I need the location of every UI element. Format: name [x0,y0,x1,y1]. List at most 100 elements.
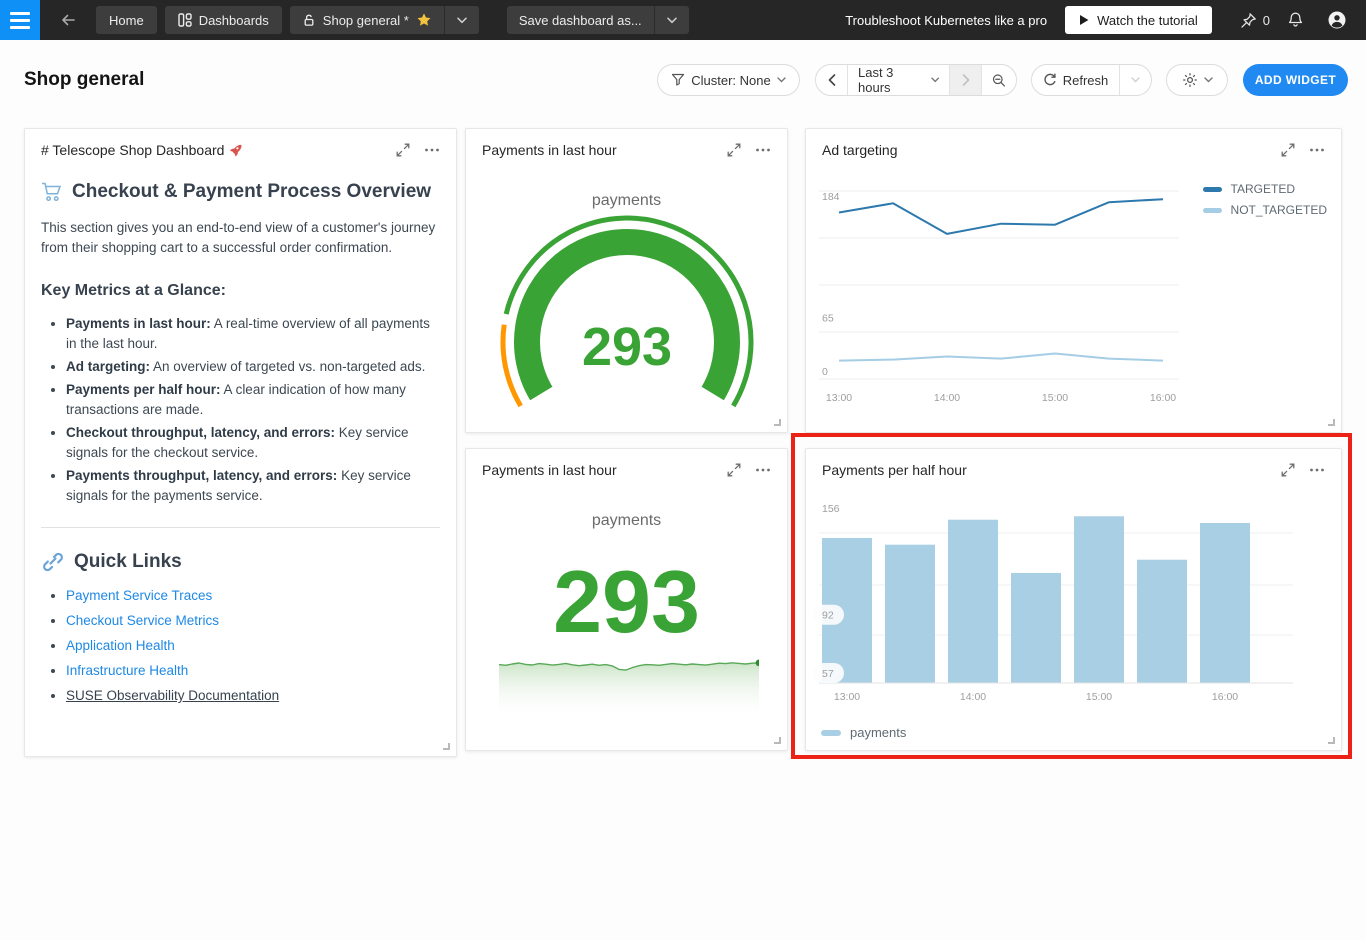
svg-text:15:00: 15:00 [1042,392,1068,404]
link-application-health[interactable]: Application Health [66,638,175,653]
list-item: Checkout throughput, latency, and errors… [66,423,440,463]
link-checkout-service-metrics[interactable]: Checkout Service Metrics [66,613,219,628]
widget-resize-handle[interactable] [1328,737,1335,744]
nav-dashboards-button[interactable]: Dashboards [165,6,282,34]
favorite-star-icon[interactable] [416,12,432,28]
legend-item[interactable]: NOT_TARGETED [1203,203,1327,217]
list-item: SUSE Observability Documentation [66,688,440,704]
legend-swatch [821,730,841,736]
chevron-down-icon [1131,77,1140,83]
metric-name: payments [466,512,787,530]
chevron-down-icon [1204,77,1213,83]
nav-home-button[interactable]: Home [96,6,157,34]
time-zoom-out-button[interactable] [982,65,1016,95]
pin-icon [1240,12,1257,29]
time-range-next-button[interactable] [950,65,981,95]
list-item: Payments throughput, latency, and errors… [66,466,440,506]
pinned-items-button[interactable]: 0 [1240,12,1270,29]
expand-widget-icon[interactable] [727,463,741,477]
watch-tutorial-button[interactable]: Watch the tutorial [1065,6,1212,34]
chart-legend[interactable]: TARGETED NOT_TARGETED [1203,182,1327,217]
time-range-selector[interactable]: Last 3 hours [848,65,949,95]
refresh-button[interactable]: Refresh [1032,65,1119,95]
promo-text: Troubleshoot Kubernetes like a pro [845,13,1047,28]
widget-title: # Telescope Shop Dashboard [41,142,396,158]
list-item: Ad targeting: An overview of targeted vs… [66,357,440,377]
widget-resize-handle[interactable] [774,737,781,744]
dashboard-settings-button[interactable] [1166,64,1228,96]
svg-text:16:00: 16:00 [1212,691,1238,703]
notifications-button[interactable] [1278,0,1312,40]
expand-widget-icon[interactable] [396,143,410,157]
legend-item[interactable]: TARGETED [1203,182,1327,196]
time-range-control: Last 3 hours [815,64,1017,96]
cluster-filter-button[interactable]: Cluster: None [657,64,800,96]
nav-current-dashboard-label: Shop general * [323,13,409,28]
chain-link-icon [41,551,65,573]
expand-widget-icon[interactable] [1281,463,1295,477]
metrics-heading: Key Metrics at a Glance: [41,282,440,300]
expand-widget-icon[interactable] [1281,143,1295,157]
save-dashboard-group: Save dashboard as... [507,6,689,34]
svg-text:57: 57 [822,668,834,680]
chart-legend[interactable]: payments [821,725,906,740]
rocket-icon [228,144,243,157]
page-title: Shop general [24,69,144,91]
widget-menu-icon[interactable] [1309,463,1325,477]
payments-bar-chart[interactable]: 156925713:0014:0015:0016:00 [806,489,1343,714]
widget-title: Payments in last hour [482,462,727,478]
refresh-options-chevron[interactable] [1120,65,1151,95]
cluster-filter-label: Cluster: None [691,73,770,88]
save-dashboard-as-button[interactable]: Save dashboard as... [507,6,654,34]
back-arrow-icon [60,12,76,28]
svg-text:92: 92 [822,610,834,622]
svg-text:13:00: 13:00 [826,392,852,404]
refresh-icon [1043,73,1057,87]
widget-resize-handle[interactable] [1328,419,1335,426]
account-button[interactable] [1320,0,1354,40]
avatar-icon [1327,10,1347,30]
svg-text:65: 65 [822,313,834,325]
link-infrastructure-health[interactable]: Infrastructure Health [66,663,188,678]
markdown-widget: # Telescope Shop Dashboard Checkout & Pa… [24,128,457,757]
svg-text:156: 156 [822,503,840,515]
nav-dashboard-menu-chevron[interactable] [445,6,479,34]
unlock-icon [302,13,316,27]
widget-menu-icon[interactable] [1309,143,1325,157]
payments-sparkline-chart[interactable] [499,656,759,719]
quick-links-list: Payment Service Traces Checkout Service … [41,588,440,704]
svg-text:13:00: 13:00 [834,691,860,703]
widget-title: Payments in last hour [482,142,727,158]
list-item: Infrastructure Health [66,663,440,679]
payments-per-half-hour-widget: Payments per half hour 156925713:0014:00… [805,448,1342,751]
widget-resize-handle[interactable] [774,419,781,426]
payments-gauge-chart[interactable]: 293 [487,214,767,424]
hamburger-menu-button[interactable] [0,0,40,40]
payments-number-widget: Payments in last hour payments 293 [465,448,788,751]
list-item: Payments per half hour: A clear indicati… [66,380,440,420]
widget-resize-handle[interactable] [443,743,450,750]
gear-icon [1182,72,1198,88]
list-item: Application Health [66,638,440,654]
ad-targeting-widget: Ad targeting 18465013:0014:0015:0016:00 … [805,128,1342,433]
svg-text:16:00: 16:00 [1150,392,1176,404]
chevron-down-icon [667,17,677,24]
link-payment-service-traces[interactable]: Payment Service Traces [66,588,212,603]
expand-widget-icon[interactable] [727,143,741,157]
svg-text:14:00: 14:00 [960,691,986,703]
link-suse-observability-docs[interactable]: SUSE Observability Documentation [66,688,279,703]
back-button[interactable] [54,6,82,34]
time-range-prev-button[interactable] [816,65,847,95]
widget-menu-icon[interactable] [755,463,771,477]
legend-label: payments [850,725,906,740]
payments-gauge-widget: Payments in last hour payments 293 [465,128,788,433]
svg-text:14:00: 14:00 [934,392,960,404]
widget-menu-icon[interactable] [755,143,771,157]
nav-current-dashboard-button[interactable]: Shop general * [290,6,444,34]
bell-icon [1287,11,1304,29]
nav-dashboards-label: Dashboards [199,13,269,28]
add-widget-button[interactable]: ADD WIDGET [1243,64,1348,96]
metric-name: payments [466,192,787,210]
widget-menu-icon[interactable] [424,143,440,157]
save-dashboard-chevron[interactable] [655,6,689,34]
